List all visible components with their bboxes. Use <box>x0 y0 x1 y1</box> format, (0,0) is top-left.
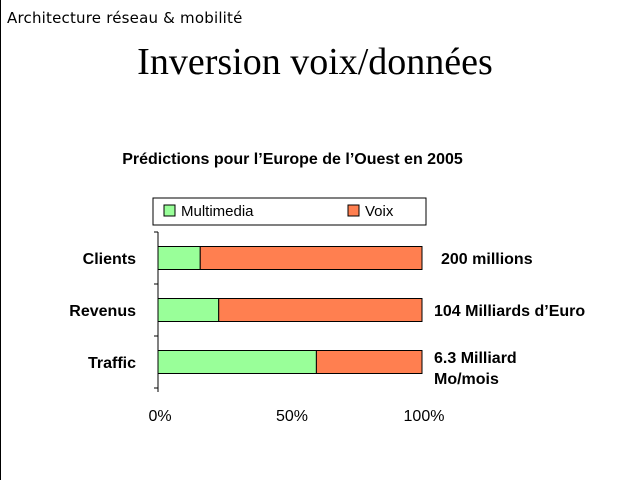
bar-revenus-voix <box>218 298 423 322</box>
x-tick-label: 100% <box>404 408 445 425</box>
legend-box <box>152 197 427 226</box>
bar-traffic-multimedia <box>157 350 317 374</box>
legend-label-multimedia: Multimedia <box>181 203 254 220</box>
annotation-traffic: 6.3 Milliard <box>434 350 517 367</box>
legend-swatch-voix <box>347 204 360 217</box>
bar-traffic-voix <box>315 350 423 374</box>
x-tick-label: 0% <box>148 408 171 425</box>
chart-title: Prédictions pour l’Europe de l’Ouest en … <box>122 151 463 168</box>
legend-label-voix: Voix <box>365 203 394 220</box>
category-label-revenus: Revenus <box>69 303 136 320</box>
category-label-clients: Clients <box>83 251 136 268</box>
x-tick-label: 50% <box>276 408 308 425</box>
category-label-traffic: Traffic <box>88 355 136 372</box>
annotation-revenus: 104 Milliards d’Euro <box>434 303 585 320</box>
slide-left-border <box>0 0 1 480</box>
slide-title: Inversion voix/données <box>137 41 493 83</box>
legend-swatch-multimedia <box>163 204 176 217</box>
bar-clients-voix <box>199 246 423 270</box>
annotation-traffic: Mo/mois <box>434 371 499 388</box>
bar-clients-multimedia <box>157 246 201 270</box>
annotation-clients: 200 millions <box>441 251 533 268</box>
course-label: Architecture réseau & mobilité <box>7 9 243 27</box>
bar-revenus-multimedia <box>157 298 220 322</box>
